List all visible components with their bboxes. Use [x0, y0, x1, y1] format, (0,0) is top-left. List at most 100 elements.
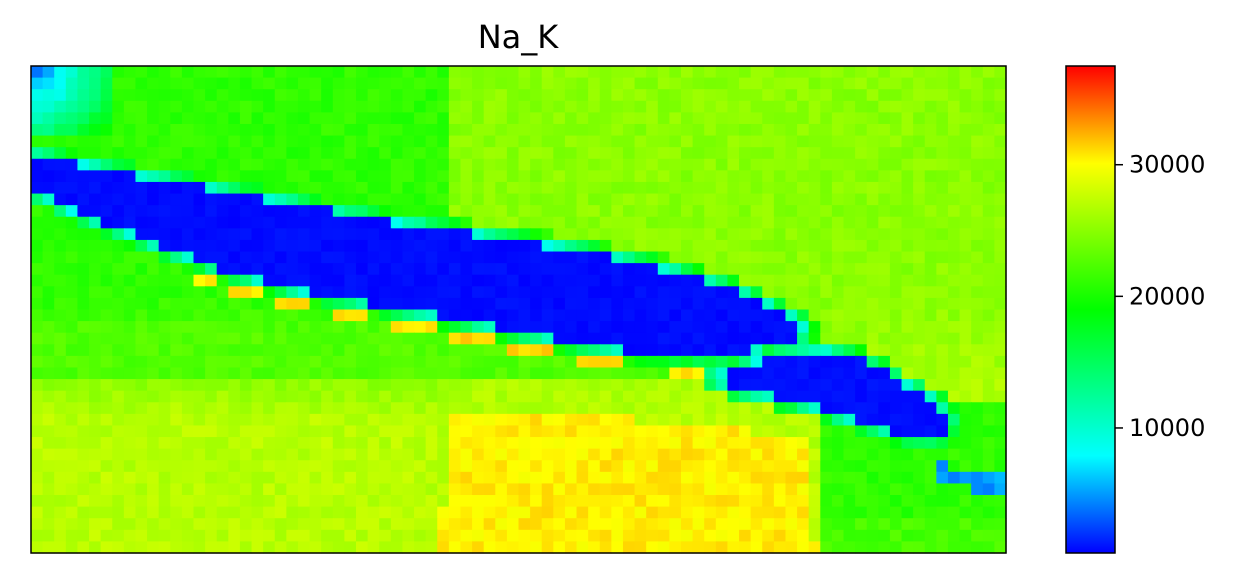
heatmap-cell [448, 286, 462, 299]
heatmap-cell [773, 77, 787, 90]
heatmap-cell [866, 390, 879, 403]
heatmap-cell [506, 135, 520, 148]
heatmap-cell [112, 216, 125, 229]
heatmap-cell [414, 425, 427, 438]
heatmap-cell [681, 135, 694, 148]
heatmap-cell [924, 448, 937, 461]
heatmap-cell [692, 170, 705, 183]
heatmap-cell [715, 309, 729, 322]
heatmap-cell [344, 251, 357, 264]
heatmap-cell [286, 216, 299, 229]
heatmap-cell [808, 274, 821, 287]
heatmap-cell [228, 123, 241, 137]
heatmap-cell [263, 89, 276, 102]
heatmap-cell [797, 506, 810, 519]
heatmap-cell [89, 251, 102, 264]
heatmap-cell [785, 390, 798, 403]
heatmap-cell [843, 402, 856, 415]
heatmap-cell [878, 263, 891, 276]
heatmap-cell [808, 437, 821, 450]
heatmap-cell [936, 123, 949, 137]
heatmap-cell [170, 123, 183, 137]
heatmap-cell [89, 321, 102, 334]
heatmap-cell [54, 77, 67, 90]
heatmap-cell [54, 181, 67, 195]
heatmap-cell [42, 529, 55, 543]
heatmap-cell [936, 518, 949, 531]
heatmap-cell [158, 437, 171, 450]
heatmap-cell [564, 239, 578, 253]
heatmap-cell [437, 541, 450, 554]
heatmap-cell [216, 89, 229, 102]
heatmap-cell [913, 297, 926, 311]
heatmap-cell [89, 239, 102, 253]
heatmap-cell [356, 506, 369, 519]
heatmap-cell [611, 89, 624, 102]
heatmap-cell [448, 518, 462, 531]
heatmap-cell [889, 437, 903, 450]
heatmap-cell [367, 181, 380, 195]
heatmap-cell [274, 112, 287, 125]
heatmap-cell [158, 181, 171, 195]
heatmap-cell [855, 100, 868, 113]
heatmap-cell [982, 66, 995, 79]
heatmap-cell [65, 506, 79, 519]
heatmap-cell [263, 228, 276, 241]
heatmap-cell [414, 379, 427, 392]
heatmap-cell [100, 506, 113, 519]
heatmap-cell [878, 379, 891, 392]
heatmap-cell [530, 263, 543, 276]
heatmap-cell [65, 297, 79, 311]
heatmap-cell [89, 437, 102, 450]
heatmap-cell [274, 89, 287, 102]
heatmap-cell [448, 460, 462, 473]
heatmap-cell [89, 297, 102, 311]
heatmap-cell [158, 471, 171, 485]
heatmap-cell [89, 205, 102, 218]
heatmap-cell [692, 495, 705, 508]
heatmap-cell [31, 297, 44, 311]
heatmap-cell [193, 89, 206, 102]
heatmap-cell [460, 89, 473, 102]
heatmap-cell [982, 251, 995, 264]
heatmap-cell [54, 541, 67, 554]
heatmap-cell [112, 309, 125, 322]
heatmap-cell [460, 100, 473, 113]
heatmap-cell [622, 448, 636, 461]
heatmap-cell [518, 483, 531, 496]
heatmap-cell [42, 77, 55, 90]
heatmap-cell [669, 274, 682, 287]
heatmap-cell [646, 251, 659, 264]
heatmap-cell [773, 112, 787, 125]
heatmap-cell [321, 529, 334, 543]
heatmap-cell [669, 460, 682, 473]
heatmap-cell [576, 332, 589, 345]
heatmap-cell [739, 286, 752, 299]
heatmap-cell [564, 402, 578, 415]
heatmap-cell [309, 309, 322, 322]
heatmap-cell [356, 89, 369, 102]
heatmap-cell [309, 402, 322, 415]
heatmap-cell [100, 228, 113, 241]
heatmap-cell [147, 344, 160, 357]
heatmap-cell [611, 367, 624, 380]
heatmap-cell [947, 390, 961, 403]
heatmap-cell [855, 77, 868, 90]
heatmap-cell [425, 228, 438, 241]
heatmap-cell [425, 216, 438, 229]
heatmap-cell [286, 193, 299, 206]
heatmap-cell [982, 425, 995, 438]
heatmap-cell [530, 274, 543, 287]
heatmap-cell [332, 286, 345, 299]
heatmap-cell [599, 309, 612, 322]
heatmap-cell [843, 460, 856, 473]
heatmap-cell [541, 390, 554, 403]
heatmap-cell [31, 100, 44, 113]
heatmap-cell [715, 448, 729, 461]
heatmap-cell [866, 495, 879, 508]
heatmap-cell [727, 518, 740, 531]
heatmap-cell [65, 483, 79, 496]
heatmap-cell [77, 379, 90, 392]
heatmap-cell [739, 158, 752, 171]
heatmap-cell [820, 77, 833, 90]
